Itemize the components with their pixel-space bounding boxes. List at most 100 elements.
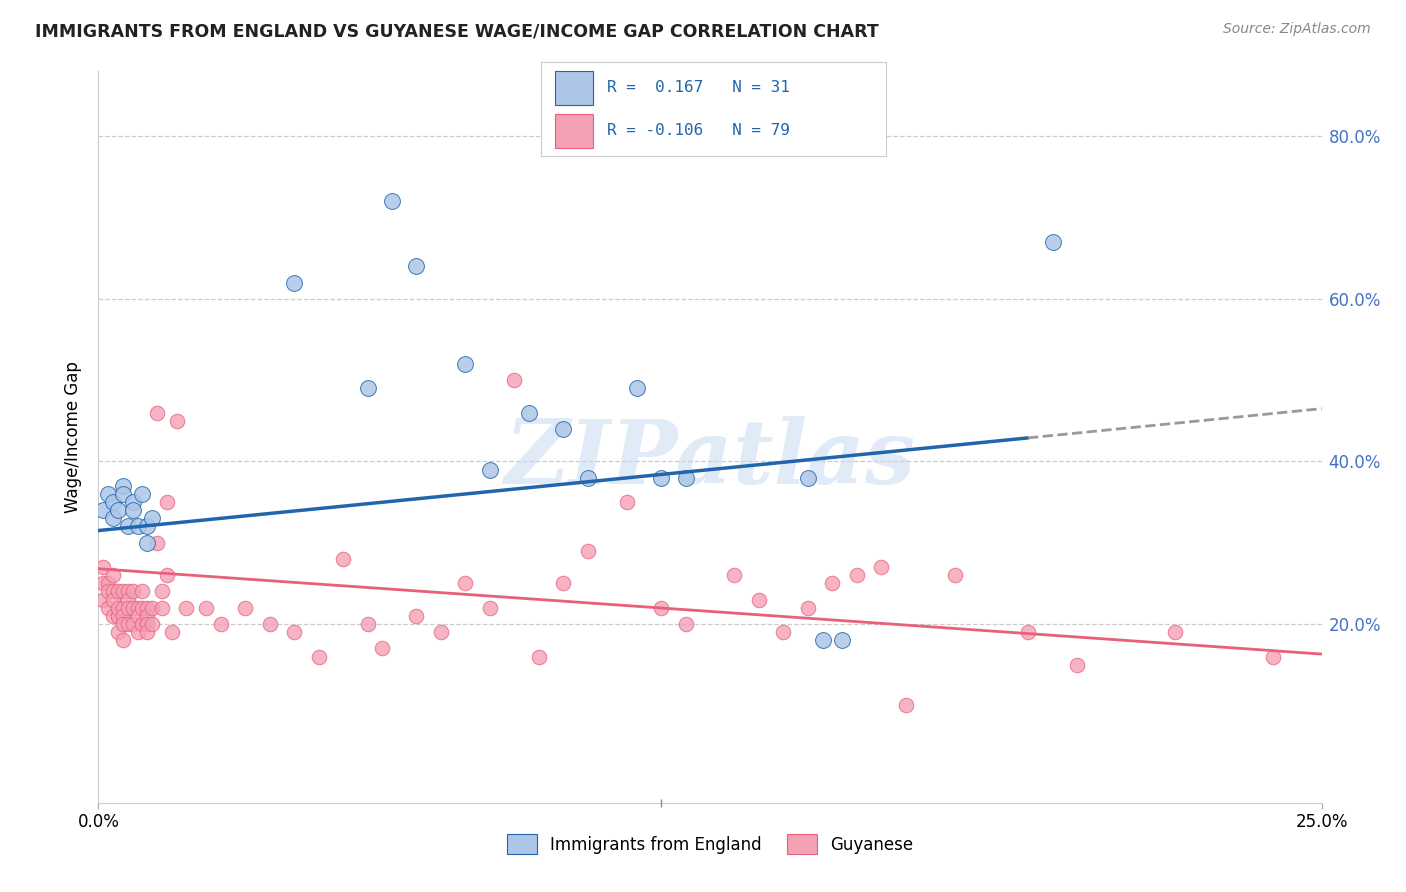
Point [136,600,159,615]
Point [723,568,745,582]
Point [111,617,134,632]
Point [308,649,330,664]
Point [870,560,893,574]
Point [675,617,697,632]
Point [166,414,188,428]
Point [748,592,770,607]
Point [176,600,198,615]
Point [127,625,149,640]
Point [811,633,834,648]
Text: ZIPatlas: ZIPatlas [505,416,915,502]
Point [107,600,129,615]
Text: Source: ZipAtlas.com: Source: ZipAtlas.com [1223,22,1371,37]
Point [97,600,120,615]
Point [371,641,394,656]
Point [111,600,134,615]
Point [136,625,159,640]
Point [478,600,501,615]
Point [156,495,179,509]
Point [127,519,149,533]
Point [332,552,354,566]
Point [650,600,672,615]
Point [127,600,149,615]
Point [797,471,820,485]
Point [121,584,143,599]
Point [1164,625,1187,640]
Text: R =  0.167   N = 31: R = 0.167 N = 31 [607,80,790,95]
Point [150,584,173,599]
Point [527,649,550,664]
Point [146,406,169,420]
Point [141,600,163,615]
Point [97,576,120,591]
Point [101,495,124,509]
Point [91,560,114,574]
Point [97,584,120,599]
Point [150,600,173,615]
Point [576,544,599,558]
Point [1017,625,1039,640]
Point [91,592,114,607]
Point [136,519,159,533]
Point [111,584,134,599]
Point [894,698,917,713]
Point [405,608,427,623]
Point [141,617,163,632]
Point [233,600,256,615]
Point [101,592,124,607]
Point [111,633,134,648]
Text: IMMIGRANTS FROM ENGLAND VS GUYANESE WAGE/INCOME GAP CORRELATION CHART: IMMIGRANTS FROM ENGLAND VS GUYANESE WAGE… [35,22,879,40]
Point [831,633,853,648]
Point [553,576,575,591]
Point [283,625,305,640]
Point [107,608,129,623]
Point [117,617,139,632]
Point [259,617,281,632]
Point [101,584,124,599]
Point [405,260,427,274]
Point [131,584,153,599]
Point [141,511,163,525]
Point [121,600,143,615]
Point [356,617,378,632]
Point [1261,649,1284,664]
Bar [555,114,593,148]
Point [136,617,159,632]
Point [478,462,501,476]
Point [136,608,159,623]
Point [650,471,672,485]
Point [283,276,305,290]
Point [107,584,129,599]
Point [101,511,124,525]
Point [91,576,114,591]
Point [675,471,697,485]
Legend: Immigrants from England, Guyanese: Immigrants from England, Guyanese [501,828,920,860]
Point [101,608,124,623]
Point [156,568,179,582]
Point [821,576,844,591]
Point [131,617,153,632]
Point [943,568,966,582]
Point [576,471,599,485]
Point [107,503,129,517]
Point [209,617,232,632]
Text: R = -0.106   N = 79: R = -0.106 N = 79 [607,123,790,138]
Point [797,600,820,615]
Point [160,625,183,640]
Point [111,487,134,501]
Point [121,617,143,632]
Point [1042,235,1064,249]
Point [101,568,124,582]
Point [454,357,477,371]
Point [503,373,526,387]
Point [430,625,453,640]
Point [195,600,218,615]
Point [97,487,120,501]
Point [381,194,404,209]
Point [111,608,134,623]
Point [127,608,149,623]
Point [626,381,648,395]
Point [131,487,153,501]
Point [117,519,139,533]
Point [91,503,114,517]
